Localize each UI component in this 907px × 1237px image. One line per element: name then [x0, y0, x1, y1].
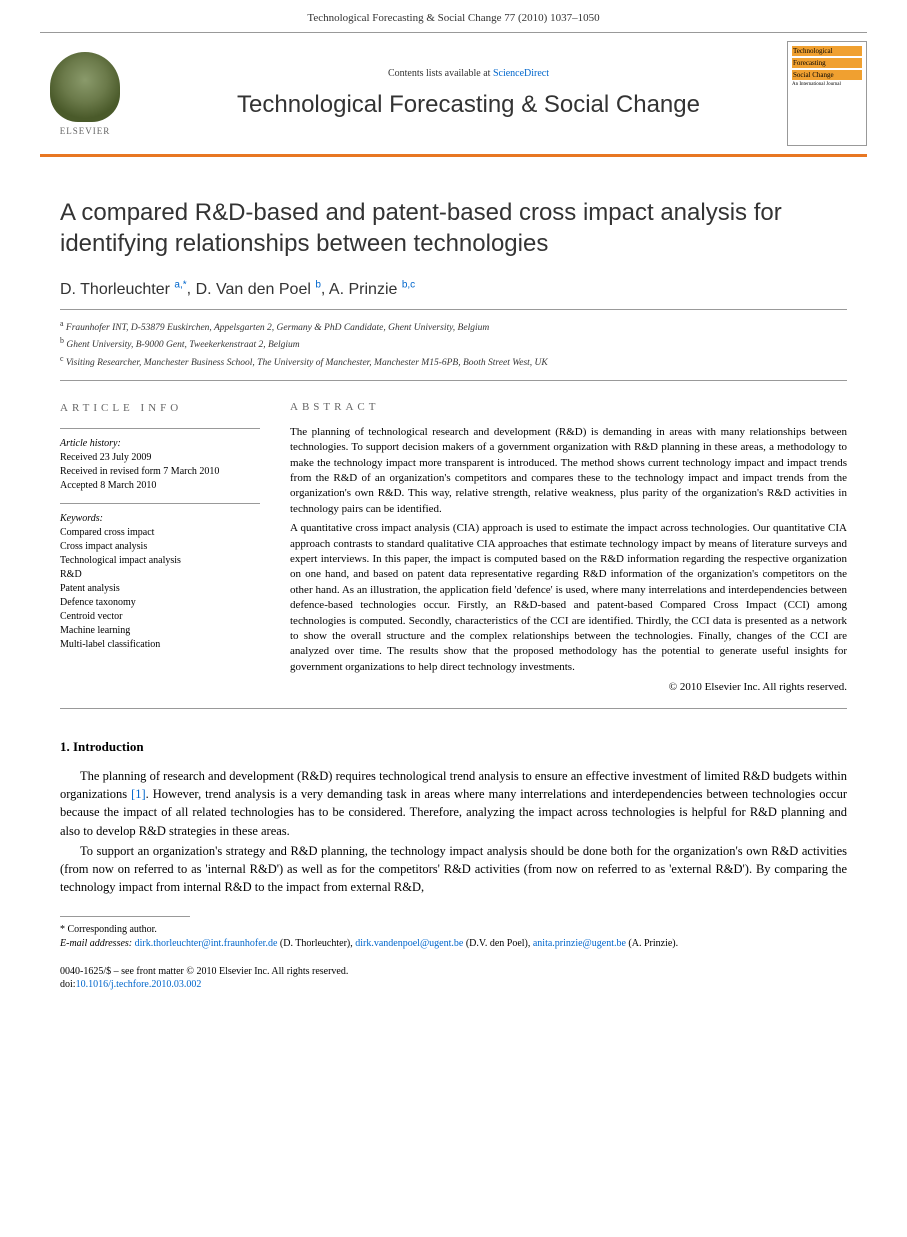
keywords-label: Keywords:: [60, 512, 260, 526]
elsevier-text: ELSEVIER: [60, 126, 111, 136]
intro-body: The planning of research and development…: [60, 767, 847, 896]
cover-line: Social Change: [792, 70, 862, 80]
article-info-label: ARTICLE INFO: [60, 401, 260, 416]
keyword: Machine learning: [60, 624, 260, 638]
cover-line: Forecasting: [792, 58, 862, 68]
body-paragraph: To support an organization's strategy an…: [60, 842, 847, 896]
journal-banner: ELSEVIER Contents lists available at Sci…: [40, 32, 867, 157]
keyword: Multi-label classification: [60, 638, 260, 652]
front-matter: 0040-1625/$ – see front matter © 2010 El…: [60, 965, 847, 991]
contents-available: Contents lists available at ScienceDirec…: [150, 68, 787, 79]
running-header: Technological Forecasting & Social Chang…: [0, 0, 907, 32]
affiliations: a Fraunhofer INT, D-53879 Euskirchen, Ap…: [60, 310, 847, 381]
citation-link[interactable]: [1]: [131, 787, 146, 801]
author-affil-sup: a,: [174, 279, 182, 290]
doi-link[interactable]: 10.1016/j.techfore.2010.03.002: [76, 979, 202, 990]
history-received: Received 23 July 2009: [60, 451, 260, 465]
article-title: A compared R&D-based and patent-based cr…: [60, 197, 847, 259]
corresponding-star-icon: *: [183, 279, 187, 290]
email-link[interactable]: anita.prinzie@ugent.be: [533, 938, 626, 949]
abstract-paragraph: The planning of technological research a…: [290, 425, 847, 517]
author: D. Van den Poel b: [196, 281, 321, 298]
cover-line: An International Journal: [792, 82, 862, 87]
email-line: E-mail addresses: dirk.thorleuchter@int.…: [60, 937, 847, 951]
affiliation: a Fraunhofer INT, D-53879 Euskirchen, Ap…: [60, 318, 847, 335]
elsevier-logo: ELSEVIER: [40, 44, 130, 144]
cover-line: Technological: [792, 46, 862, 56]
info-abstract-row: ARTICLE INFO Article history: Received 2…: [60, 401, 847, 709]
sciencedirect-link[interactable]: ScienceDirect: [493, 68, 549, 79]
author: A. Prinzie b,c: [329, 281, 415, 298]
banner-center: Contents lists available at ScienceDirec…: [150, 68, 787, 119]
corresponding-label: * Corresponding author.: [60, 923, 847, 937]
email-link[interactable]: dirk.vandenpoel@ugent.be: [355, 938, 463, 949]
keyword: Compared cross impact: [60, 526, 260, 540]
history-accepted: Accepted 8 March 2010: [60, 479, 260, 493]
keyword: Cross impact analysis: [60, 540, 260, 554]
intro-heading: 1. Introduction: [60, 739, 847, 755]
email-link[interactable]: dirk.thorleuchter@int.fraunhofer.de: [135, 938, 278, 949]
keyword: Defence taxonomy: [60, 596, 260, 610]
author-affil-sup: b: [315, 279, 321, 290]
front-matter-text: 0040-1625/$ – see front matter © 2010 El…: [60, 965, 847, 978]
footnote-separator: [60, 916, 190, 917]
keyword: R&D: [60, 568, 260, 582]
abstract-label: ABSTRACT: [290, 401, 847, 413]
author-affil-sup: b,c: [402, 279, 415, 290]
authors-line: D. Thorleuchter a,*, D. Van den Poel b, …: [60, 279, 847, 309]
email-label: E-mail addresses:: [60, 938, 132, 949]
journal-name: Technological Forecasting & Social Chang…: [150, 91, 787, 119]
abstract-copyright: © 2010 Elsevier Inc. All rights reserved…: [290, 681, 847, 693]
author: D. Thorleuchter a,*: [60, 281, 187, 298]
corresponding-author: * Corresponding author. E-mail addresses…: [60, 923, 847, 951]
keyword: Technological impact analysis: [60, 554, 260, 568]
article-info-column: ARTICLE INFO Article history: Received 2…: [60, 401, 260, 693]
history-revised: Received in revised form 7 March 2010: [60, 465, 260, 479]
history-label: Article history:: [60, 437, 260, 451]
elsevier-tree-icon: [50, 52, 120, 122]
body-paragraph: The planning of research and development…: [60, 767, 847, 840]
journal-cover-thumbnail: Technological Forecasting Social Change …: [787, 41, 867, 146]
contents-prefix: Contents lists available at: [388, 68, 493, 79]
abstract-paragraph: A quantitative cross impact analysis (CI…: [290, 521, 847, 675]
abstract-column: ABSTRACT The planning of technological r…: [290, 401, 847, 693]
keyword: Centroid vector: [60, 610, 260, 624]
abstract-text: The planning of technological research a…: [290, 425, 847, 675]
doi-prefix: doi:: [60, 979, 76, 990]
affiliation: b Ghent University, B-9000 Gent, Tweeker…: [60, 335, 847, 352]
affiliation: c Visiting Researcher, Manchester Busine…: [60, 353, 847, 370]
keyword: Patent analysis: [60, 582, 260, 596]
